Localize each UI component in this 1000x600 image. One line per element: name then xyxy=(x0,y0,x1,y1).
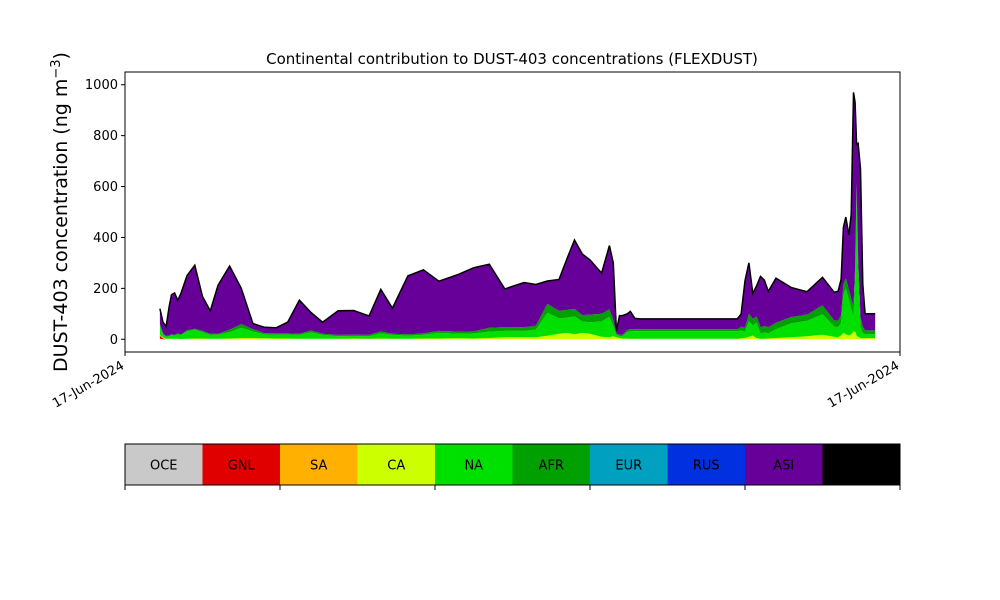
y-tick-label: 0 xyxy=(110,333,118,348)
y-axis-label-exponent: −3 xyxy=(49,59,64,78)
y-tick-label: 200 xyxy=(93,282,118,297)
legend-label-ca: CA xyxy=(387,459,405,474)
legend-swatch-asi xyxy=(745,444,823,485)
area-na xyxy=(159,195,876,339)
legend-label-sa: SA xyxy=(310,459,327,474)
x-axis: 17-Jun-2024 17-Jun-2024 xyxy=(50,352,902,411)
x-tick-label: 17-Jun-2024 xyxy=(825,358,902,411)
y-tick-label: 600 xyxy=(93,180,118,195)
y-axis-label: DUST-403 concentration (ng m−3) xyxy=(49,52,72,372)
legend-frame xyxy=(124,443,901,486)
legend-swatch-sa xyxy=(280,444,358,485)
legend-swatch-na xyxy=(435,444,513,485)
legend-label-asi: ASI xyxy=(773,459,794,474)
legend-colorbar: OCE GNL SA CA NA AFR EUR RUS ASI AUS xyxy=(124,443,901,490)
y-axis-label-main: DUST-403 concentration (ng m xyxy=(50,79,72,372)
legend-swatch-gnl xyxy=(202,444,280,485)
legend-label-afr: AFR xyxy=(539,459,564,474)
chart-title: Continental contribution to DUST-403 con… xyxy=(266,50,758,68)
area-afr xyxy=(159,182,876,337)
y-axis: 0 200 400 600 800 1000 xyxy=(85,78,125,348)
y-tick-label: 1000 xyxy=(85,78,118,93)
plot-frame xyxy=(124,71,901,353)
legend-label-rus: RUS xyxy=(693,459,720,474)
y-tick-label: 800 xyxy=(93,129,118,144)
legend-label-na: NA xyxy=(464,459,483,474)
legend-swatch-rus xyxy=(667,444,745,485)
y-axis-label-close: ) xyxy=(50,52,72,59)
area-ca xyxy=(159,331,876,340)
plot-area xyxy=(159,92,876,340)
area-asi xyxy=(159,92,876,337)
legend-label-gnl: GNL xyxy=(228,459,256,474)
total-line xyxy=(159,92,876,332)
y-tick-label: 400 xyxy=(93,231,118,246)
legend-swatch-ca xyxy=(357,444,435,485)
legend-swatch-eur xyxy=(590,444,668,485)
legend-swatch-oce xyxy=(125,444,203,485)
legend-label-aus: AUS xyxy=(848,459,875,474)
legend-swatch-afr xyxy=(512,444,590,485)
legend-label-eur: EUR xyxy=(615,459,642,474)
legend-label-oce: OCE xyxy=(150,459,178,474)
legend-swatch-aus xyxy=(822,444,900,485)
